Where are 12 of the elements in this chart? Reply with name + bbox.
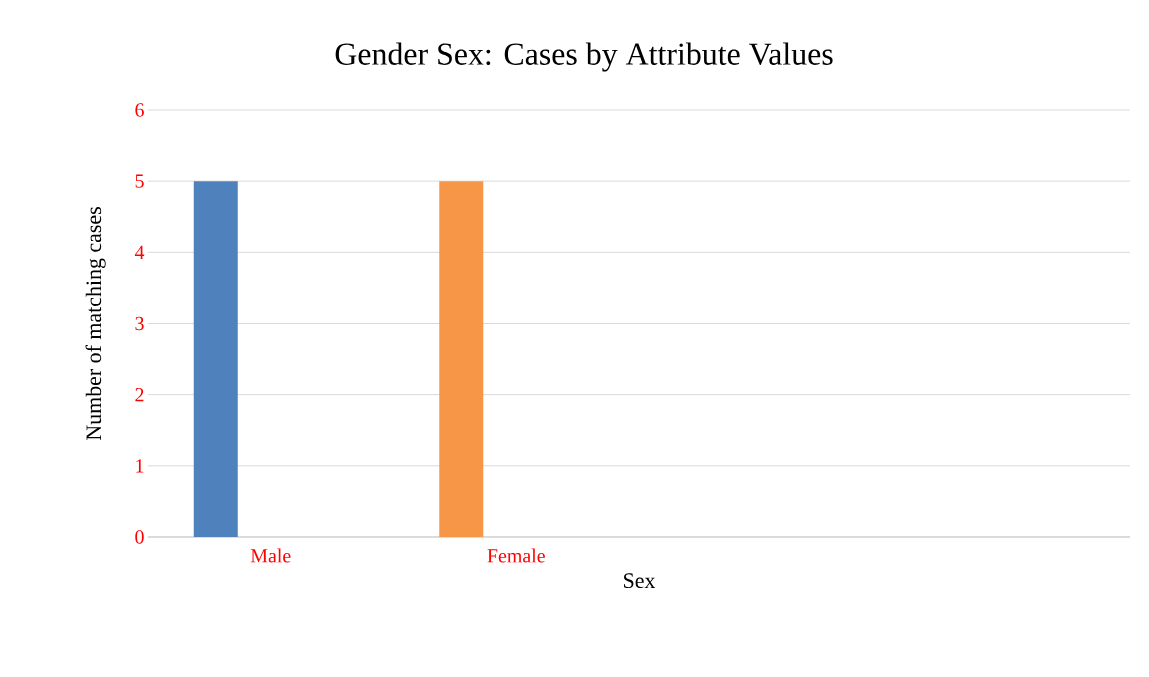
y-tick-label: 6 — [135, 103, 144, 117]
y-tick-label: 4 — [134, 245, 145, 259]
y-tick-label: 2 — [135, 388, 144, 402]
y-tick-label: 3 — [135, 316, 144, 331]
y-axis-title: Number of matching cases — [85, 207, 106, 441]
chart-title: Gender Sex: Cases by Attribute Values — [335, 42, 833, 72]
x-tick-label: Male — [250, 548, 291, 563]
y-tick-label: 5 — [135, 174, 144, 188]
x-tick-label: Female — [487, 548, 545, 563]
x-axis-title: Sex — [624, 573, 656, 589]
y-tick-label: 1 — [136, 459, 144, 473]
y-tick-label: 0 — [135, 530, 144, 544]
